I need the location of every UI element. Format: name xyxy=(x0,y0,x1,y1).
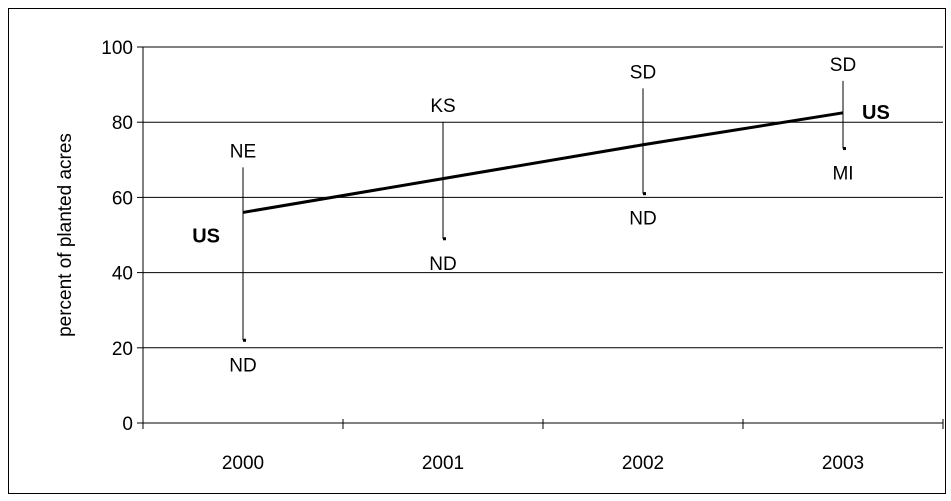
range-high-label: SD xyxy=(630,62,656,83)
range-low-label: ND xyxy=(429,254,456,275)
y-tick-label: 20 xyxy=(112,339,133,360)
x-tick-label: 2001 xyxy=(422,453,464,474)
y-axis-label: percent of planted acres xyxy=(55,133,76,337)
axes xyxy=(142,47,943,424)
annotation-labels: NE ND KS ND SD ND SD MI US US xyxy=(192,55,890,376)
range-high-label: KS xyxy=(430,96,455,117)
range-high-label: SD xyxy=(830,55,856,76)
chart-frame xyxy=(8,8,946,494)
x-tick-label: 2003 xyxy=(822,453,864,474)
y-tick-label: 100 xyxy=(101,38,133,59)
range-bars xyxy=(242,80,846,342)
series-label-us-start: US xyxy=(192,225,220,247)
y-tick-label: 80 xyxy=(112,113,133,134)
y-tick-label: 0 xyxy=(122,414,133,435)
gridlines xyxy=(143,46,943,349)
range-low-label: ND xyxy=(229,355,256,376)
y-axis-ticks: 0 20 40 60 80 100 xyxy=(101,38,143,435)
range-low-label: MI xyxy=(832,164,853,185)
x-axis-ticks: 2000 2001 2002 2003 xyxy=(142,419,944,474)
y-tick-label: 40 xyxy=(112,264,133,285)
series xyxy=(242,111,844,214)
y-tick-label: 60 xyxy=(112,188,133,209)
x-tick-label: 2000 xyxy=(222,453,264,474)
series-line-us xyxy=(242,111,844,214)
series-label-us-end: US xyxy=(862,102,890,124)
x-tick-label: 2002 xyxy=(622,453,664,474)
range-high-label: NE xyxy=(230,141,256,162)
range-low-label: ND xyxy=(629,209,656,230)
